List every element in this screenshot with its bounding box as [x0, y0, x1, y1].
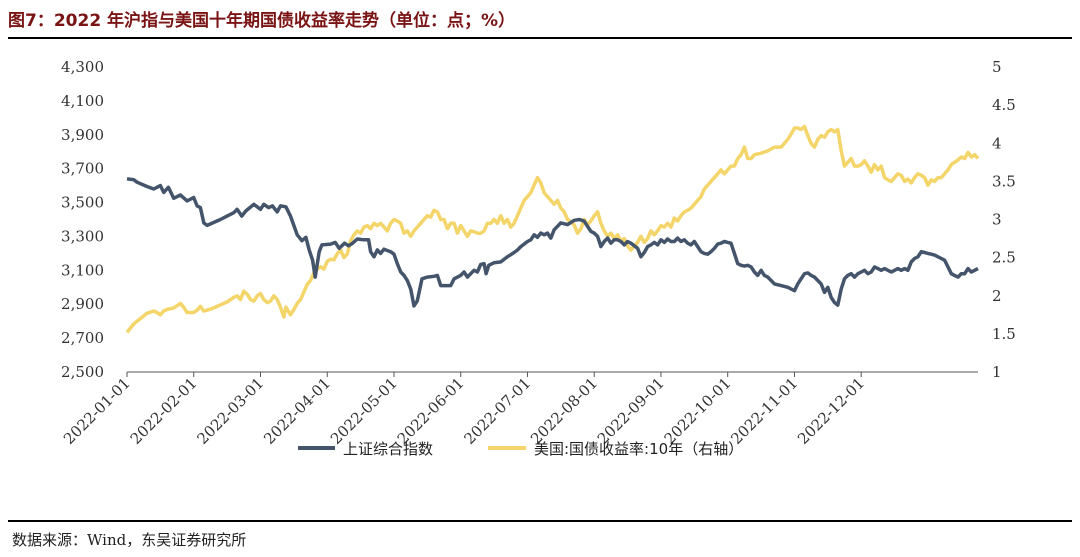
- series-line-us-10y-yield: [125, 124, 980, 334]
- left-tick-label: 4,100: [61, 92, 104, 110]
- figure-title: 图7：2022 年沪指与美国十年期国债收益率走势（单位：点；%）: [8, 11, 516, 31]
- x-tick-label: 2022-09-01: [594, 374, 668, 448]
- x-tick-label: 2022-04-01: [260, 374, 334, 448]
- left-tick-label: 2,500: [61, 363, 104, 381]
- right-tick-label: 1.5: [992, 325, 1016, 343]
- x-tick-label: 2022-10-01: [661, 374, 735, 448]
- right-tick-label: 4: [992, 134, 1002, 152]
- x-axis: 2022-01-012022-02-012022-03-012022-04-01…: [60, 371, 978, 448]
- series-lines: [125, 124, 980, 334]
- right-tick-label: 4.5: [992, 96, 1016, 114]
- title-divider: [8, 37, 1072, 39]
- x-tick-label: 2022-02-01: [127, 374, 201, 448]
- source-note: 数据来源：Wind，东吴证券研究所: [12, 531, 247, 549]
- right-tick-label: 3.5: [992, 172, 1016, 190]
- series-line-shanghai-index: [126, 177, 979, 308]
- left-axis-ticks: 4,300 4,100 3,900 3,700 3,500 3,300 3,100 2,900…: [61, 58, 104, 381]
- x-tick-label: 2022-05-01: [327, 374, 401, 448]
- x-tick-label: 2022-06-01: [394, 374, 468, 448]
- x-tick-label: 2022-08-01: [527, 374, 601, 448]
- legend-label-us-yield: 美国:国债收益率:10年（右轴）: [534, 440, 743, 458]
- x-tick-label: 2022-07-01: [460, 374, 534, 448]
- left-tick-label: 4,300: [61, 58, 104, 76]
- x-tick-label: 2022-11-01: [727, 374, 801, 448]
- right-axis-ticks: 5 4.5 4 3.5 3 2.5 2 1.5 1: [992, 58, 1016, 381]
- right-tick-label: 5: [992, 58, 1002, 76]
- left-tick-label: 3,500: [61, 194, 104, 212]
- right-tick-label: 2.5: [992, 249, 1016, 267]
- legend-label-shanghai: 上证综合指数: [343, 440, 433, 458]
- left-tick-label: 3,300: [61, 227, 104, 245]
- x-tick-label: 2022-01-01: [60, 374, 134, 448]
- left-tick-label: 3,900: [61, 126, 104, 144]
- left-tick-label: 3,100: [61, 261, 104, 279]
- x-tick-label: 2022-12-01: [794, 374, 868, 448]
- right-tick-label: 2: [992, 287, 1002, 305]
- line-chart: 4,300 4,100 3,900 3,700 3,500 3,300 3,100 2,900…: [60, 58, 1016, 458]
- source-divider: [8, 520, 1072, 522]
- right-tick-label: 3: [992, 211, 1002, 229]
- right-tick-label: 1: [992, 363, 1002, 381]
- legend: 上证综合指数 美国:国债收益率:10年（右轴）: [298, 440, 743, 458]
- left-tick-label: 3,700: [61, 160, 104, 178]
- left-tick-label: 2,700: [61, 329, 104, 347]
- left-tick-label: 2,900: [61, 295, 104, 313]
- x-tick-label: 2022-03-01: [193, 374, 267, 448]
